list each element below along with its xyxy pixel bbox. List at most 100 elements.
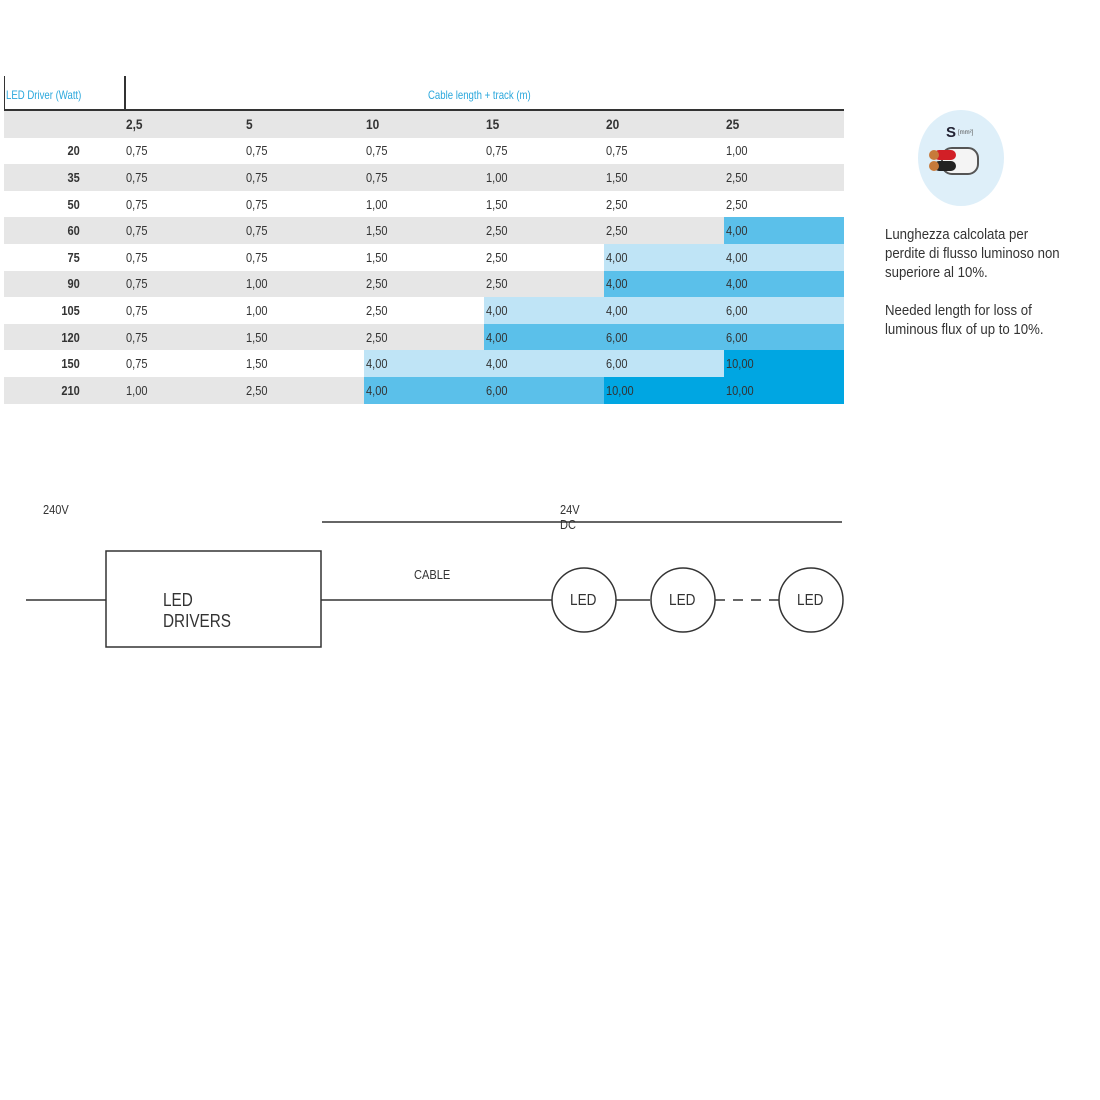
- column-header-row: 2,5 5 10 15 20 25: [4, 111, 844, 138]
- cell-value: 10,00: [606, 382, 634, 398]
- column-header: 20: [604, 111, 724, 138]
- cell-value: 10,00: [726, 382, 754, 398]
- cell-value: 4,00: [486, 356, 508, 372]
- led-label: LED: [797, 592, 824, 609]
- watt-cell: 60: [67, 223, 80, 239]
- cell-value: 2,50: [366, 302, 388, 318]
- table-row: 210 1,00 2,50 4,00 6,00 10,00 10,00: [4, 376, 844, 404]
- table-cell: 4,00: [724, 243, 844, 271]
- row-header-label: LED Driver (Watt): [6, 88, 82, 102]
- table-row: 75 0,75 0,75 1,50 2,50 4,00 4,00: [4, 243, 844, 271]
- cell-value: 4,00: [606, 302, 628, 318]
- cell-value: 2,50: [726, 196, 748, 212]
- cell-value: 1,00: [726, 143, 748, 159]
- cell-value: 0,75: [126, 143, 148, 159]
- table-cell: 4,00: [724, 217, 844, 244]
- column-header-label: 25: [726, 116, 740, 133]
- table-cell: 0,75: [244, 217, 364, 244]
- cell-value: 0,75: [606, 143, 628, 159]
- table-cell: 1,00: [244, 271, 364, 298]
- note-italian: Lunghezza calcolata per perdite di fluss…: [885, 226, 1060, 281]
- table-cell: 0,75: [124, 350, 244, 377]
- table-cell: 2,50: [724, 191, 844, 218]
- cell-value: 2,50: [606, 223, 628, 239]
- table-cell: 1,50: [364, 217, 484, 244]
- cell-value: 1,00: [366, 196, 388, 212]
- table-cell: 2,50: [364, 324, 484, 351]
- table-cell: 1,00: [124, 377, 244, 404]
- table-cell: 10,00: [724, 376, 844, 404]
- table-row: 60 0,75 0,75 1,50 2,50 2,50 4,00: [4, 217, 844, 244]
- table-cell: 4,00: [484, 350, 604, 377]
- cell-value: 2,50: [246, 382, 268, 398]
- cable-section-table: LED Driver (Watt) Cable length + track (…: [4, 76, 844, 404]
- table-cell: 0,75: [124, 164, 244, 191]
- cell-value: 0,75: [126, 329, 148, 345]
- cell-value: 2,50: [606, 196, 628, 212]
- table-row: 120 0,75 1,50 2,50 4,00 6,00 6,00: [4, 323, 844, 351]
- table-cell: 4,00: [484, 297, 604, 324]
- table-cell: 10,00: [724, 350, 844, 377]
- cell-value: 1,50: [246, 329, 268, 345]
- cell-value: 1,50: [366, 223, 388, 239]
- table-cell: 1,00: [244, 297, 364, 324]
- divider: [4, 76, 5, 109]
- output-voltage: 24V DC: [560, 502, 580, 532]
- table-cell: 4,00: [604, 297, 724, 324]
- cell-value: 6,00: [606, 329, 628, 345]
- cell-value: 0,75: [246, 249, 268, 265]
- section-unit: [mm²]: [958, 130, 974, 136]
- table-cell: 6,00: [604, 350, 724, 377]
- table-row: 35 0,75 0,75 0,75 1,00 1,50 2,50: [4, 164, 844, 191]
- cell-value: 4,00: [486, 329, 508, 345]
- cell-value: 4,00: [726, 223, 748, 239]
- cell-value: 2,50: [726, 169, 748, 185]
- divider: [124, 76, 126, 109]
- table-cell: 2,50: [364, 297, 484, 324]
- cell-value: 0,75: [246, 223, 268, 239]
- table-cell: 0,75: [124, 138, 244, 165]
- table-cell: 0,75: [244, 191, 364, 218]
- table-cell: 1,00: [724, 138, 844, 165]
- watt-cell: 75: [67, 249, 80, 265]
- watt-cell: 105: [61, 302, 80, 318]
- cell-value: 10,00: [726, 356, 754, 372]
- watt-cell: 35: [67, 169, 80, 185]
- cell-value: 4,00: [606, 249, 628, 265]
- table-cell: 2,50: [604, 191, 724, 218]
- table-cell: 0,75: [124, 324, 244, 351]
- cell-value: 1,00: [246, 276, 268, 292]
- column-header-label: 10: [366, 116, 380, 133]
- cell-value: 0,75: [486, 143, 508, 159]
- cell-value: 1,00: [486, 169, 508, 185]
- cell-value: 0,75: [126, 223, 148, 239]
- table-cell: 1,50: [244, 324, 364, 351]
- cell-value: 2,50: [366, 329, 388, 345]
- cell-value: 0,75: [126, 196, 148, 212]
- column-header: 10: [364, 111, 484, 138]
- table-cell: 1,50: [244, 350, 364, 377]
- table-cell: 1,00: [484, 164, 604, 191]
- cell-value: 0,75: [366, 169, 388, 185]
- table-row: 90 0,75 1,00 2,50 2,50 4,00 4,00: [4, 270, 844, 298]
- cell-value: 2,50: [366, 276, 388, 292]
- table-row: 20 0,75 0,75 0,75 0,75 0,75 1,00: [4, 138, 844, 165]
- cell-value: 6,00: [726, 329, 748, 345]
- cable-icon: [929, 147, 979, 175]
- cell-value: 0,75: [126, 276, 148, 292]
- cell-value: 6,00: [726, 302, 748, 318]
- cell-value: 0,75: [366, 143, 388, 159]
- cell-value: 1,00: [246, 302, 268, 318]
- cell-value: 4,00: [366, 356, 388, 372]
- cell-value: 1,00: [126, 382, 148, 398]
- cell-value: 1,50: [366, 249, 388, 265]
- cell-value: 0,75: [126, 249, 148, 265]
- cell-value: 0,75: [246, 196, 268, 212]
- cell-value: 0,75: [126, 356, 148, 372]
- table-cell: 0,75: [244, 244, 364, 271]
- cell-value: 0,75: [246, 169, 268, 185]
- watt-cell: 50: [67, 196, 80, 212]
- table-cell: 4,00: [604, 270, 724, 298]
- table-cell: 4,00: [724, 270, 844, 298]
- cell-value: 0,75: [246, 143, 268, 159]
